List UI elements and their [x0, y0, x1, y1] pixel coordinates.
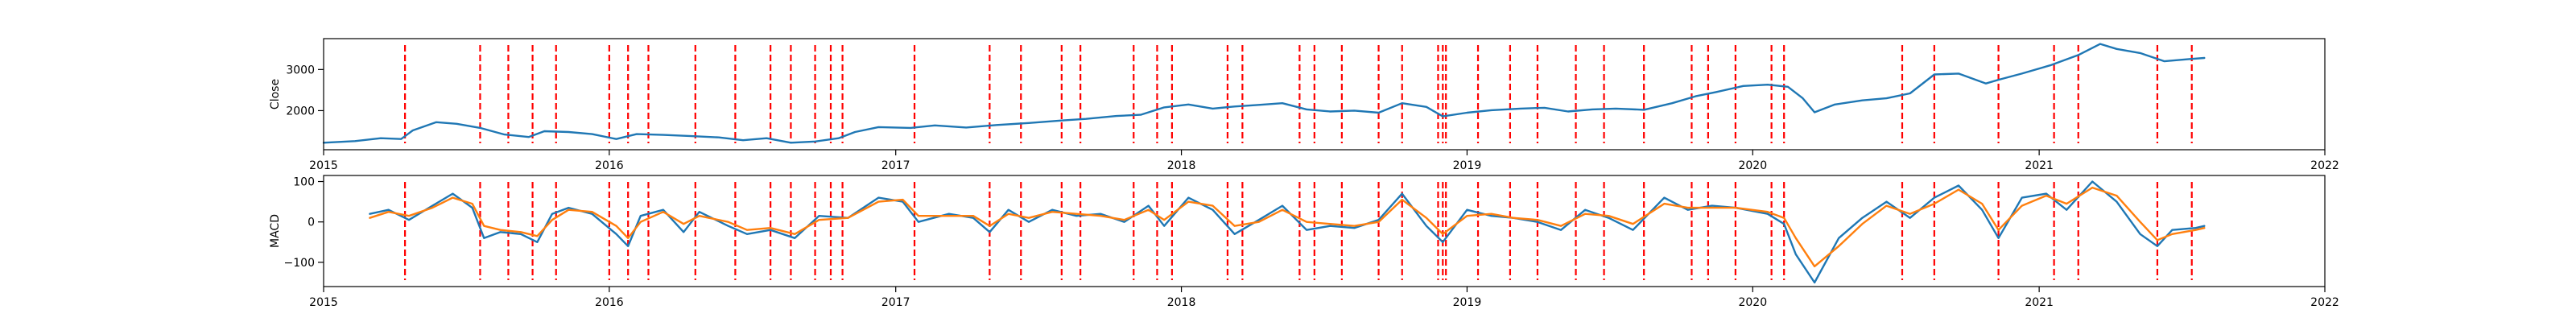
- macd-x-tick-label: 2016: [595, 296, 624, 309]
- macd-y-tick-label: 100: [293, 176, 315, 189]
- macd-series-line-0: [369, 180, 2206, 284]
- close-x-tick-label: 2015: [309, 159, 338, 172]
- macd-x-tick-label: 2020: [1738, 296, 1767, 309]
- macd-axes-frame: [323, 175, 2326, 287]
- close-x-tick-label: 2020: [1738, 159, 1767, 172]
- macd-y-axis-label: MACD: [269, 214, 282, 248]
- close-x-tick-label: 2018: [1167, 159, 1196, 172]
- close-x-tick-label: 2019: [1453, 159, 1482, 172]
- macd-x-tick-label: 2018: [1167, 296, 1196, 309]
- close-y-axis-label: Close: [269, 79, 282, 109]
- macd-series-line-1: [369, 186, 2206, 268]
- close-x-tick-label: 2016: [595, 159, 624, 172]
- close-x-tick-label: 2021: [2025, 159, 2054, 172]
- close-y-tick-label: 2000: [286, 105, 315, 118]
- close-x-tick-label: 2017: [881, 159, 910, 172]
- macd-x-tick-label: 2022: [2310, 296, 2339, 309]
- macd-panel: 2015 2016 2017 2018 2019 2020 2021 2022 100 0 −100…: [269, 175, 2339, 309]
- close-x-tick-label: 2022: [2310, 159, 2339, 172]
- macd-y-tick-label: −100: [284, 257, 315, 270]
- macd-x-tick-label: 2015: [309, 296, 338, 309]
- close-price-panel: 2015 2016 2017 2018 2019 2020 2021 2022 2000 3000…: [269, 38, 2339, 172]
- macd-x-tick-label: 2019: [1453, 296, 1482, 309]
- macd-x-tick-label: 2021: [2025, 296, 2054, 309]
- close-y-tick-label: 3000: [286, 64, 315, 76]
- close-series-line-0: [322, 43, 2206, 144]
- macd-y-tick-label: 0: [308, 217, 315, 229]
- close-axes-frame: [323, 38, 2326, 151]
- macd-x-tick-label: 2017: [881, 296, 910, 309]
